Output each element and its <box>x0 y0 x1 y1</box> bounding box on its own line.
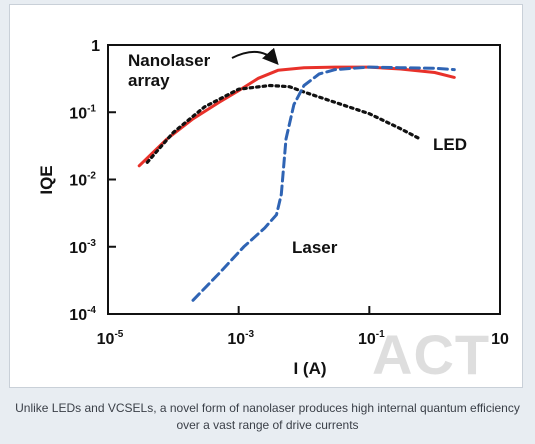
annotation-laser: Laser <box>292 238 338 257</box>
y-tick-label-0-base: 1 <box>91 38 100 55</box>
y-axis-label: IQE <box>37 165 56 194</box>
y-tick-label-4: 10-4 <box>69 305 96 324</box>
figure-caption: Unlike LEDs and VCSELs, a novel form of … <box>15 401 520 432</box>
x-tick-label-2-exp: -1 <box>376 329 385 340</box>
x-tick-label-2: 10-1 <box>358 329 385 348</box>
y-tick-label-2: 10-2 <box>69 171 96 190</box>
y-tick-label-3: 10-3 <box>69 238 96 257</box>
x-tick-label-0-base: 10 <box>97 331 115 348</box>
y-tick-label-4-base: 10 <box>69 307 87 324</box>
y-tick-label-2-exp: -2 <box>87 171 96 182</box>
x-tick-label-3: 10 <box>491 331 509 348</box>
x-tick-label-0: 10-5 <box>97 329 124 348</box>
annotation-nanolaser-array: Nanolaser array <box>128 51 215 90</box>
y-tick-label-0: 1 <box>91 38 100 55</box>
x-tick-label-1: 10-3 <box>227 329 254 348</box>
series-line-led <box>145 83 422 164</box>
annotation-arrow <box>231 47 279 65</box>
y-tick-label-3-exp: -3 <box>87 238 96 249</box>
series-line-nanolaser-array <box>137 65 456 168</box>
iqe-chart: 10-5 10-3 10-1 10 110-110-210-310-4 I (A) I… <box>37 38 509 378</box>
x-tick-label-1-exp: -3 <box>245 329 254 340</box>
annotation-led: LED <box>433 135 467 154</box>
x-axis-label: I (A) <box>293 359 326 378</box>
annotation-nanolaser-line1: Nanolaser <box>128 51 211 70</box>
y-tick-label-2-base: 10 <box>69 173 87 190</box>
y-tick-label-3-base: 10 <box>69 240 87 257</box>
x-tick-label-0-exp: -5 <box>114 329 123 340</box>
series-layer <box>137 65 456 302</box>
series-line-laser <box>191 65 456 302</box>
annotation-nanolaser-line2: array <box>128 71 170 90</box>
y-tick-label-1-base: 10 <box>69 105 87 122</box>
x-tick-label-2-base: 10 <box>358 331 376 348</box>
x-axis-ticks: 10-5 10-3 10-1 10 <box>97 306 509 348</box>
x-tick-label-3-base: 10 <box>491 331 509 348</box>
y-tick-label-1: 10-1 <box>69 103 96 122</box>
y-axis-ticks: 110-110-210-310-4 <box>69 38 116 324</box>
y-tick-label-4-exp: -4 <box>87 305 96 316</box>
y-tick-label-1-exp: -1 <box>87 103 96 114</box>
x-tick-label-1-base: 10 <box>227 331 245 348</box>
